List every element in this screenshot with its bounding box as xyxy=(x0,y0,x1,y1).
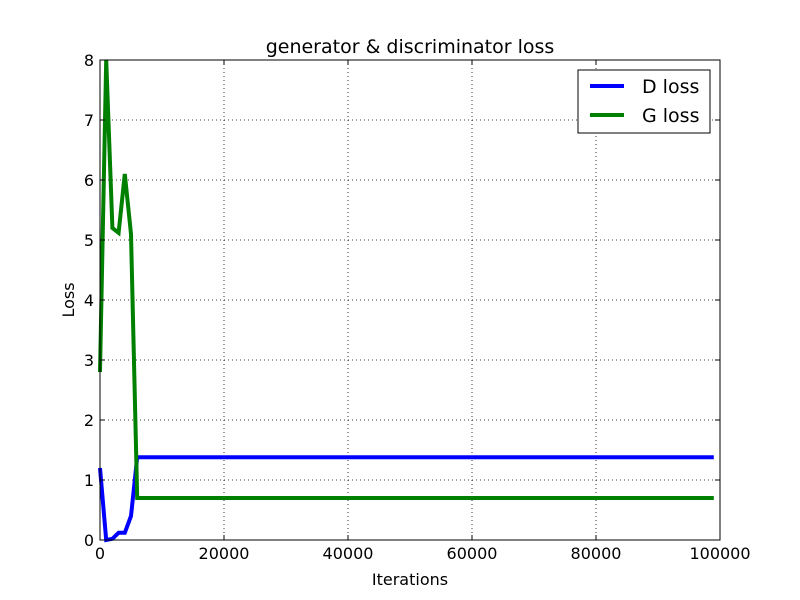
legend-label-d-loss: D loss xyxy=(642,76,699,98)
series-line-d-loss xyxy=(98,455,714,543)
y-axis-label: Loss xyxy=(59,282,78,317)
y-tick-label: 8 xyxy=(84,51,94,70)
series-group xyxy=(98,59,714,543)
y-tick-label: 2 xyxy=(84,411,94,430)
y-tick-label: 0 xyxy=(84,531,94,550)
x-tick-label: 80000 xyxy=(571,544,622,563)
x-tick-label: 40000 xyxy=(323,544,374,563)
y-tick-label: 6 xyxy=(84,171,94,190)
y-tick-label: 5 xyxy=(84,231,94,250)
series-line-g-loss xyxy=(98,59,714,500)
x-axis-label: Iterations xyxy=(372,570,448,589)
x-tick-label: 20000 xyxy=(199,544,250,563)
tick-labels: 0 20000 40000 60000 80000 100000 0 1 2 3 4 5 6 7 8 xyxy=(84,51,751,563)
x-tick-label: 60000 xyxy=(447,544,498,563)
legend: D loss G loss xyxy=(577,69,711,134)
x-tick-label: 100000 xyxy=(689,544,750,563)
chart-title: generator & discriminator loss xyxy=(266,36,555,58)
x-tick-label: 0 xyxy=(95,544,105,563)
y-tick-label: 4 xyxy=(84,291,94,310)
legend-box xyxy=(577,69,711,134)
y-tick-label: 3 xyxy=(84,351,94,370)
legend-label-g-loss: G loss xyxy=(642,105,699,127)
y-tick-label: 7 xyxy=(84,111,94,130)
ticks xyxy=(99,59,721,541)
y-tick-label: 1 xyxy=(84,471,94,490)
